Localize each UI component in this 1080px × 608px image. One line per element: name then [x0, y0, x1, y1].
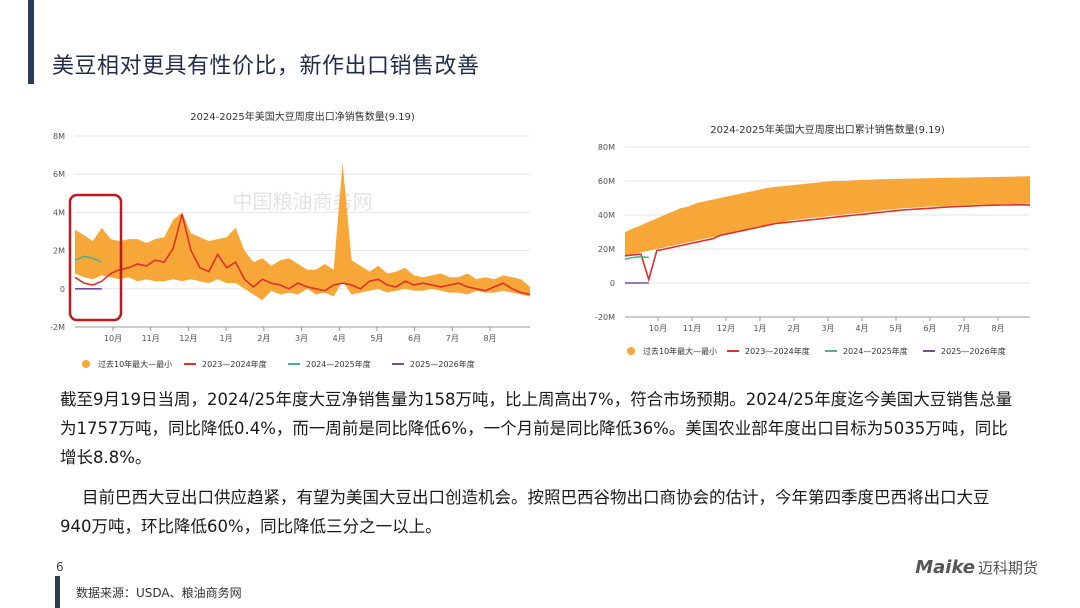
x-tick-label: 4月	[333, 334, 346, 343]
x-tick-label: 4月	[855, 324, 868, 333]
x-tick-label: 8月	[483, 334, 496, 343]
highlight-box	[68, 193, 123, 322]
band-area	[75, 162, 530, 301]
footer-bar	[55, 576, 60, 608]
series-line	[74, 214, 531, 296]
legend-label: 2024—2025年度	[843, 346, 908, 356]
x-tick-label: 12月	[717, 324, 735, 333]
page-title: 美豆相对更具有性价比，新作出口销售改善	[52, 54, 480, 79]
x-tick-label: 11月	[142, 334, 160, 343]
legend-label: 2025—2026年度	[941, 346, 1006, 356]
weekly-net-sales-svg: 2024-2025年美国大豆周度出口净销售数量(9.19) 8M 6M 4M 2M 0 -2…	[50, 110, 531, 369]
x-tick-label: 10月	[649, 324, 667, 333]
page-number: 6	[56, 560, 64, 574]
legend-swatch	[82, 360, 90, 368]
x-tick-label: 3月	[295, 334, 308, 343]
x-tick-label: 2月	[257, 334, 270, 343]
data-source: 数据来源：USDA、粮油商务网	[76, 586, 242, 600]
legend-label: 2023—2024年度	[745, 346, 810, 356]
x-tick-label: 5月	[889, 324, 902, 333]
paragraph-net-sales: 截至9月19日当周，2024/25年度大豆净销售量为158万吨，比上周高出7%，…	[60, 390, 1013, 467]
legend-label: 过去10年最大—最小	[98, 359, 172, 369]
legend-label: 2025—2026年度	[410, 359, 475, 369]
y-tick-label: 40M	[598, 211, 615, 220]
legend-label: 2023—2024年度	[202, 359, 267, 369]
x-tick-label: 6月	[923, 324, 936, 333]
series-line	[74, 255, 103, 263]
x-tick-label: 12月	[179, 334, 197, 343]
y-tick-label: 6M	[53, 170, 65, 179]
watermark: 中国粮油商务网	[233, 190, 373, 214]
x-tick-label: 7月	[957, 324, 970, 333]
x-tick-label: 11月	[683, 324, 701, 333]
y-tick-label: 80M	[598, 143, 615, 152]
y-tick-label: 0	[60, 285, 65, 294]
y-tick-label: -2M	[50, 323, 65, 332]
x-tick-label: 1月	[220, 334, 233, 343]
x-tick-label: 10月	[104, 334, 122, 343]
x-tick-label: 2月	[787, 324, 800, 333]
logo-cn: 迈科期货	[977, 559, 1038, 577]
cumulative-sales-chart: 2024-2025年美国大豆周度出口累计销售数量(9.19) 80M 60M 40M 2…	[575, 115, 1055, 375]
accent-bar	[28, 0, 34, 84]
weekly-net-sales-chart: 2024-2025年美国大豆周度出口净销售数量(9.19) 8M 6M 4M 2M 0 -2…	[20, 100, 540, 375]
paragraph-brazil: 目前巴西大豆出口供应趋紧，有望为美国大豆出口创造机会。按照巴西谷物出口商协会的估…	[60, 488, 990, 536]
chart-title: 2024-2025年美国大豆周度出口累计销售数量(9.19)	[710, 123, 945, 136]
x-tick-label: 3月	[821, 324, 834, 333]
y-tick-label: 8M	[53, 132, 65, 141]
y-tick-label: 60M	[598, 177, 615, 186]
y-tick-label: 2M	[53, 247, 65, 256]
legend-label: 2024—2025年度	[306, 359, 371, 369]
y-tick-label: 20M	[598, 245, 615, 254]
y-tick-label: -20M	[595, 313, 615, 322]
y-tick-label: 0	[610, 279, 615, 288]
x-tick-label: 5月	[370, 334, 383, 343]
cumulative-sales-svg: 2024-2025年美国大豆周度出口累计销售数量(9.19) 80M 60M 40M 2…	[595, 123, 1031, 356]
series-line	[624, 255, 649, 260]
legend-swatch	[627, 347, 635, 355]
x-tick-label: 8月	[991, 324, 1004, 333]
x-tick-label: 7月	[446, 334, 459, 343]
x-tick-label: 1月	[753, 324, 766, 333]
x-tick-label: 6月	[408, 334, 421, 343]
series-line	[624, 204, 1031, 283]
legend-label: 过去10年最大—最小	[643, 346, 717, 356]
y-tick-label: 4M	[53, 208, 65, 217]
band-area	[625, 176, 1030, 256]
chart-title: 2024-2025年美国大豆周度出口净销售数量(9.19)	[190, 110, 415, 123]
logo-text: Maike	[915, 557, 975, 578]
company-logo: Maike 迈科期货	[915, 557, 1038, 578]
